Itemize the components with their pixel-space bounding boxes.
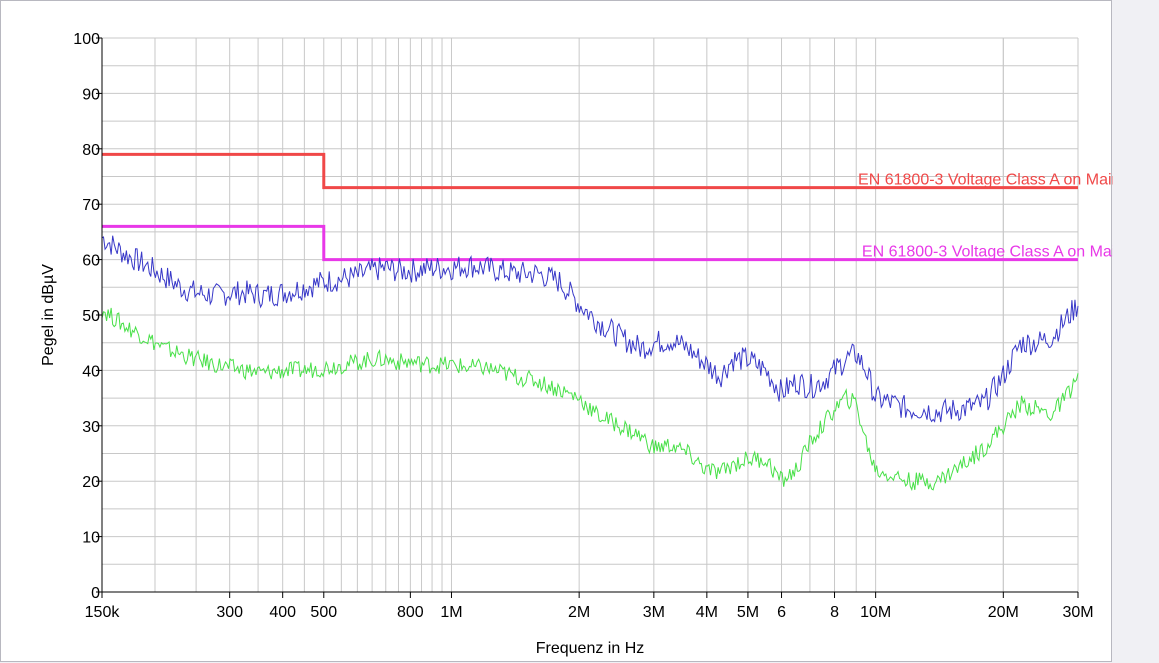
trace-1 [101,235,1079,423]
x-tick-label: 1M [440,604,462,621]
y-tick-label: 100 [73,31,100,48]
x-tick-label: 4M [696,604,718,621]
y-tick-label: 10 [82,530,100,547]
x-tick-label: 10M [860,604,891,621]
limit-lines: EN 61800-3 Voltage Class A on Mains QP EN… [102,152,1113,262]
chart-frame: EN 61800-3 Voltage Class A on Mains QP EN… [0,0,1113,662]
x-tick-label: 800 [397,604,424,621]
y-tick-label: 60 [82,253,100,270]
x-tick-label: 8 [830,604,839,621]
limit-line-1 [102,152,1078,190]
tick-labels: 150k 300 400 500 800 1M 2M 3M 4M 5M 6 8 10M 20M 30M 0 10… [73,31,1093,621]
y-axis-title: Pegel in dBµV [40,264,57,366]
y-tick-label: 80 [82,142,100,159]
y-tick-label: 20 [82,474,100,491]
y-tick-label: 70 [82,197,100,214]
x-tick-label: 300 [216,604,243,621]
limit-label-1: EN 61800-3 Voltage Class A on Mains QP [858,172,1113,189]
x-tick-label: 6 [777,604,786,621]
x-tick-label: 20M [988,604,1019,621]
y-tick-label: 30 [82,419,100,436]
x-tick-label: 30M [1062,604,1093,621]
x-tick-label: 500 [310,604,337,621]
limit-line-2 [102,224,1078,262]
x-tick-label: 5M [737,604,759,621]
y-tick-label: 40 [82,363,100,380]
y-tick-label: 90 [82,86,100,103]
trace-2 [101,307,1079,492]
x-axis-title: Frequenz in Hz [536,640,645,657]
emission-chart: EN 61800-3 Voltage Class A on Mains QP EN… [40,31,1113,657]
x-tick-label: 3M [643,604,665,621]
grid-lines [101,37,1079,593]
x-tick-label: 2M [568,604,590,621]
x-tick-label: 150k [85,604,121,621]
limit-label-2: EN 61800-3 Voltage Class A on Mains AV [862,244,1113,261]
y-tick-label: 0 [91,585,100,602]
measurement-traces [101,235,1079,492]
x-tick-label: 400 [269,604,296,621]
y-tick-label: 50 [82,308,100,325]
